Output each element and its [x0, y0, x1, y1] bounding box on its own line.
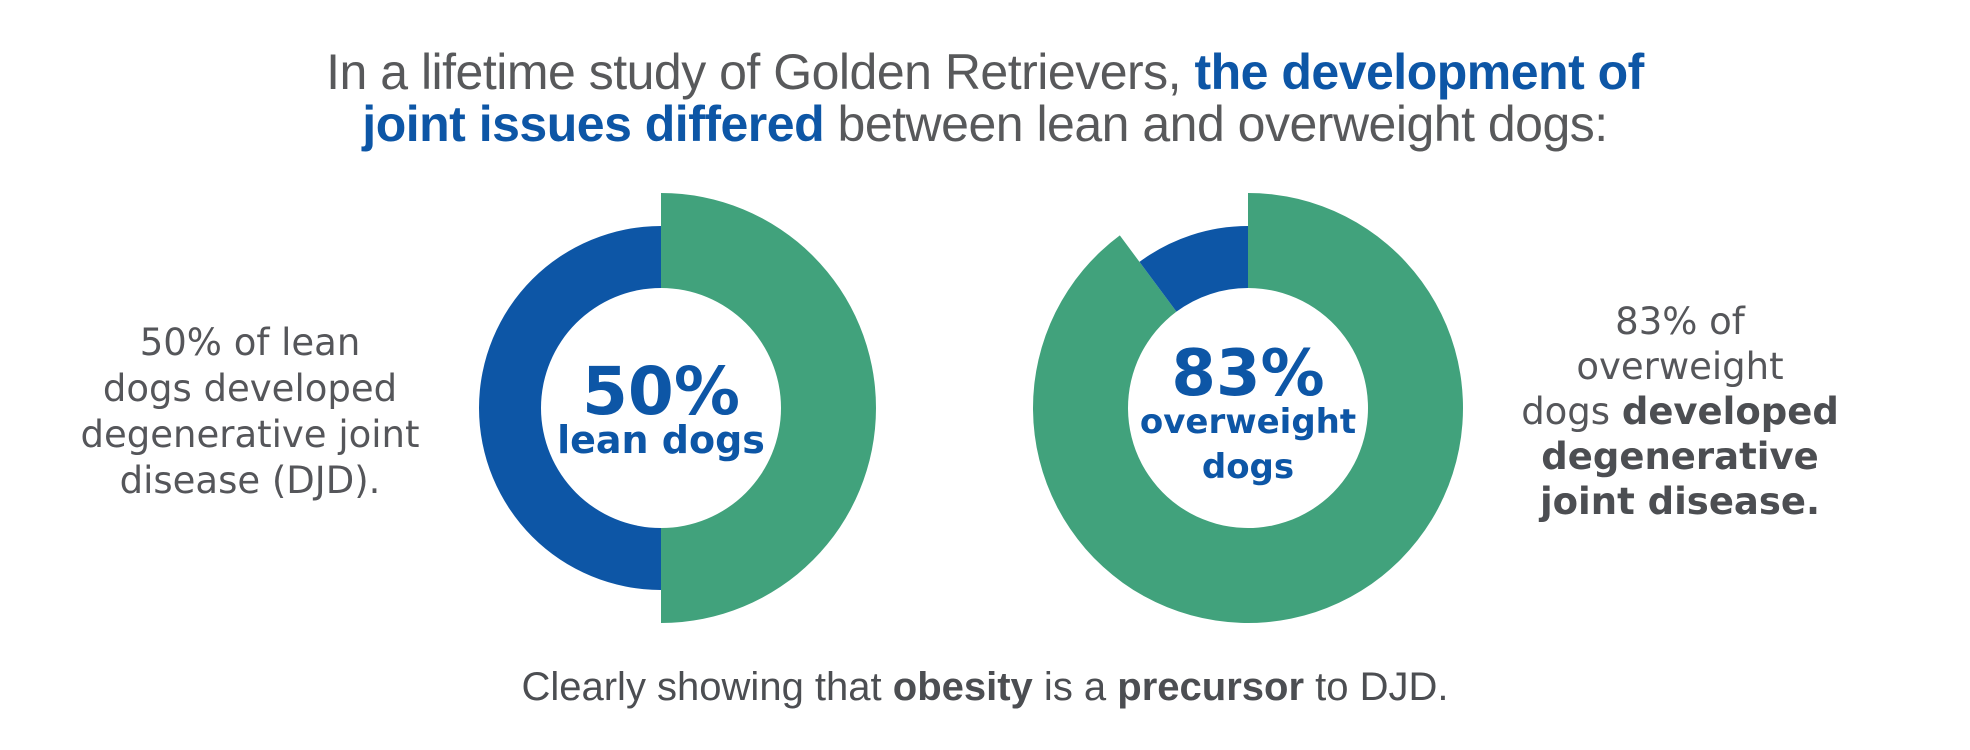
- caption-part2: is a: [1032, 665, 1118, 709]
- title-line1-regular: In a lifetime study of Golden Retrievers…: [326, 44, 1195, 100]
- conclusion-caption: Clearly showing that obesity is a precur…: [0, 662, 1970, 712]
- donut-segment-green: [1033, 193, 1463, 623]
- title-line1-bold: the development of: [1194, 44, 1644, 100]
- title-line2-regular: between lean and overweight dogs:: [824, 96, 1609, 152]
- overweight-dogs-donut-chart: [1033, 193, 1463, 623]
- title-line2-bold: joint issues differed: [362, 96, 825, 152]
- lean-donut-label: lean dogs: [557, 418, 765, 462]
- donut-segment-blue: [479, 226, 661, 590]
- caption-bold-obesity: obesity: [892, 665, 1033, 709]
- page-title: In a lifetime study of Golden Retrievers…: [0, 46, 1970, 150]
- lean-dogs-donut-chart: [479, 193, 876, 623]
- title-line-2: joint issues differed between lean and o…: [0, 98, 1970, 150]
- caption-bold-precursor: precursor: [1117, 665, 1305, 709]
- overweight-donut-percentage: 83%: [1171, 337, 1325, 411]
- overweight-stat-regular: 83% of overweight dogs: [1521, 300, 1784, 433]
- lean-dogs-stat-text: 50% of lean dogs developed degenerative …: [80, 321, 420, 502]
- caption-part3: to DJD.: [1304, 665, 1449, 709]
- title-line-1: In a lifetime study of Golden Retrievers…: [0, 46, 1970, 98]
- donut-segment-green: [661, 193, 876, 623]
- overweight-stat-bold: developed degenerative joint disease.: [1539, 390, 1839, 523]
- caption-part1: Clearly showing that: [521, 665, 893, 709]
- donut-segment-blue: [1139, 226, 1248, 312]
- overweight-donut-label: overweight dogs: [1139, 402, 1357, 487]
- lean-donut-percentage: 50%: [582, 353, 740, 430]
- overweight-dogs-stat-text: 83% of overweight dogs developed degener…: [1430, 299, 1930, 524]
